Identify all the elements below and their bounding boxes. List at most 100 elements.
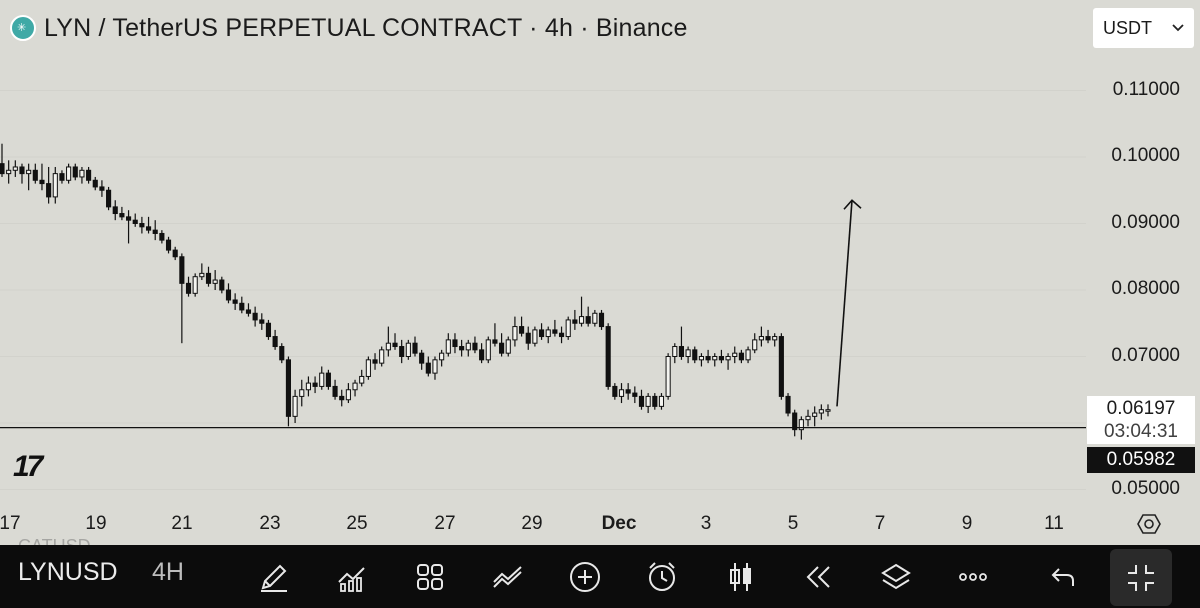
candle-body-up (812, 412, 818, 417)
chart-style-button[interactable] (721, 557, 761, 597)
candle-body-up (485, 339, 491, 361)
candle-body-up (465, 342, 471, 351)
candle (225, 283, 232, 304)
tradingview-logo[interactable]: 17 (13, 450, 43, 483)
candle (545, 326, 551, 344)
candle-body-down (185, 282, 192, 294)
candle-body-down (552, 329, 558, 334)
candle-body-up (299, 389, 305, 397)
date-tick-label: 25 (346, 513, 368, 534)
candle (665, 353, 671, 400)
candle (272, 329, 278, 350)
candle (365, 356, 371, 380)
layers-button[interactable] (876, 557, 916, 597)
candle-body-down (765, 336, 771, 341)
more-button[interactable] (953, 557, 993, 597)
candle (465, 339, 471, 357)
candle (479, 343, 485, 364)
candle-body-down (538, 329, 545, 338)
candle (812, 406, 818, 427)
candle-body-down (499, 342, 505, 354)
candle-body-down (392, 342, 398, 348)
candle (432, 356, 438, 380)
candle (279, 343, 285, 364)
last-price-label: 0.06197 03:04:31 (1087, 396, 1195, 444)
candle-body-down (92, 179, 98, 188)
candle (332, 379, 338, 400)
candle (165, 236, 172, 254)
candle (552, 319, 558, 337)
candle-body-down (106, 189, 112, 208)
date-tick-label: 9 (961, 513, 973, 534)
candle (86, 166, 92, 184)
candle-body-down (472, 342, 478, 351)
candle (425, 356, 431, 377)
candle (785, 393, 791, 417)
candle-body-down (572, 319, 578, 324)
symbol-button[interactable]: LYNUSD (18, 558, 118, 586)
candle-body-up (192, 276, 198, 294)
replay-button[interactable] (798, 557, 838, 597)
candle-body-down (638, 395, 645, 407)
candle-body-down (0, 163, 5, 175)
date-tick-label: Dec (601, 513, 637, 534)
candle-body-down (112, 206, 118, 215)
candle-body-down (132, 219, 138, 225)
candle-body-up (712, 356, 718, 361)
date-tick-label: 27 (434, 513, 456, 534)
candle (125, 210, 132, 244)
candle (738, 349, 744, 364)
candle-body-down (492, 339, 498, 344)
candle (718, 349, 724, 364)
settings-icon[interactable] (1137, 512, 1161, 536)
candle (445, 333, 451, 357)
candle (592, 309, 598, 327)
candle-body-down (165, 239, 172, 251)
candle (752, 333, 758, 354)
candle (159, 230, 165, 244)
candle-body-up (732, 352, 738, 357)
indicators-button[interactable] (332, 557, 372, 597)
candle-body-down (225, 289, 232, 301)
layouts-button[interactable] (410, 557, 450, 597)
candle-body-down (459, 346, 465, 351)
alarm-icon (649, 562, 675, 591)
candle (299, 379, 305, 407)
candle-body-down (219, 279, 225, 291)
replay-icon (806, 566, 830, 588)
alert-button[interactable] (642, 557, 682, 597)
add-button[interactable] (565, 557, 605, 597)
chart-area[interactable]: ✳ LYN / TetherUS PERPETUAL CONTRACT · 4h… (0, 0, 1200, 545)
pencil-icon (261, 564, 287, 592)
fullscreen-exit-button[interactable] (1110, 549, 1172, 606)
chevron-down-icon (1172, 24, 1184, 32)
candle-body-up (592, 312, 598, 324)
candle (585, 306, 591, 327)
candle-body-down (46, 183, 52, 198)
currency-select[interactable]: USDT (1093, 8, 1194, 48)
candle (205, 266, 212, 287)
undo-button[interactable] (1043, 557, 1083, 597)
drawing-tools-button[interactable] (254, 557, 294, 597)
candle (92, 176, 98, 191)
candle-body-up (26, 169, 32, 175)
candle (399, 339, 405, 364)
candle-body-down (19, 166, 25, 175)
candle (265, 319, 272, 340)
candle-body-down (425, 362, 431, 374)
candle-body-down (205, 272, 212, 284)
projection-arrow[interactable] (836, 200, 853, 407)
date-tick-label: 17 (0, 513, 21, 534)
candle (239, 296, 245, 314)
candle-body-down (705, 356, 711, 361)
candle (792, 409, 798, 437)
price-chart[interactable] (0, 0, 1086, 545)
candle (72, 163, 78, 181)
candle-body-up (345, 389, 351, 401)
candle (439, 349, 445, 367)
candle (598, 309, 605, 330)
compare-button[interactable] (488, 557, 528, 597)
interval-button[interactable]: 4H (152, 558, 184, 586)
candle (712, 353, 718, 367)
candle (259, 313, 265, 330)
